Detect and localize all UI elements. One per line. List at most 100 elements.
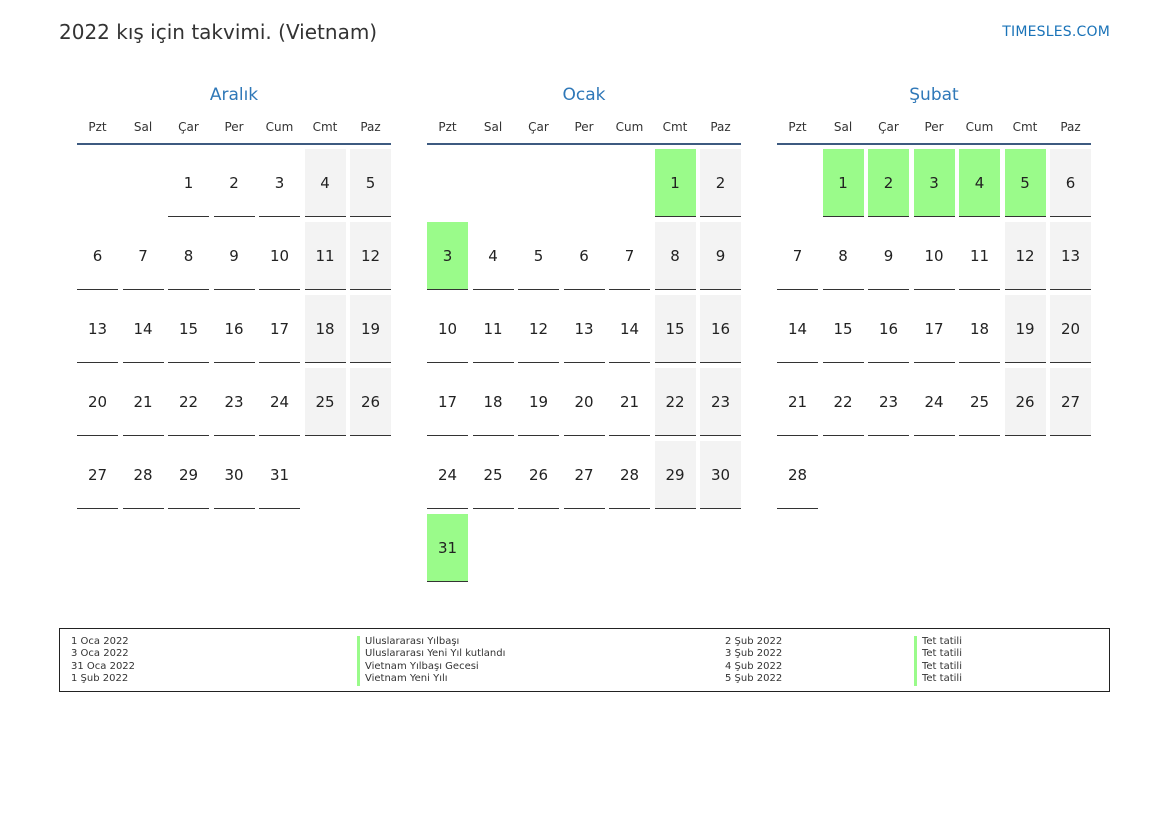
day-cell[interactable]: 8	[654, 222, 696, 290]
day-cell[interactable]: 8	[168, 222, 209, 290]
day-cell[interactable]: 6	[1050, 149, 1091, 217]
day-cell[interactable]: 17	[259, 295, 300, 363]
day-cell[interactable]: 5	[350, 149, 391, 217]
day-cell[interactable]: 18	[304, 295, 346, 363]
day-cell[interactable]: 30	[700, 441, 741, 509]
day-cell[interactable]: 31	[259, 441, 300, 509]
day-cell[interactable]: 13	[563, 295, 605, 363]
month-aralik: Aralık Pzt Sal Çar Per Cum Cmt Paz 1 2 3 4 5 6 7 8 9 10…	[77, 84, 391, 509]
day-cell[interactable]: 20	[1050, 295, 1091, 363]
day-cell[interactable]: 28	[777, 441, 818, 509]
day-cell[interactable]: 7	[777, 222, 818, 290]
day-cell[interactable]: 22	[168, 368, 209, 436]
day-cell[interactable]: 29	[654, 441, 696, 509]
day-cell[interactable]: 10	[427, 295, 468, 363]
day-cell[interactable]: 25	[959, 368, 1000, 436]
day-cell[interactable]: 21	[122, 368, 164, 436]
weekday-label: Cum	[265, 120, 294, 134]
day-cell[interactable]: 11	[959, 222, 1000, 290]
day-cell[interactable]: 29	[168, 441, 209, 509]
day-cell[interactable]: 11	[304, 222, 346, 290]
day-cell[interactable]: 12	[1004, 222, 1046, 290]
day-cell[interactable]: 23	[213, 368, 255, 436]
day-cell[interactable]: 2	[700, 149, 741, 217]
day-cell[interactable]: 26	[1004, 368, 1046, 436]
day-cell[interactable]: 16	[213, 295, 255, 363]
day-cell[interactable]: 24	[427, 441, 468, 509]
day-cell[interactable]: 19	[1004, 295, 1046, 363]
day-cell[interactable]: 21	[609, 368, 650, 436]
day-cell[interactable]: 22	[822, 368, 864, 436]
day-cell[interactable]: 1	[822, 149, 864, 217]
day-cell[interactable]: 26	[350, 368, 391, 436]
legend-date: 1 Şub 2022	[71, 673, 129, 685]
day-cell[interactable]: 1	[168, 149, 209, 217]
day-cell[interactable]: 21	[777, 368, 818, 436]
day-cell[interactable]: 13	[77, 295, 118, 363]
day-cell[interactable]: 3	[427, 222, 468, 290]
brand-link[interactable]: TIMESLES.COM	[1002, 24, 1110, 40]
day-cell[interactable]: 27	[1050, 368, 1091, 436]
day-cell[interactable]: 7	[122, 222, 164, 290]
day-cell[interactable]: 1	[654, 149, 696, 217]
day-cell[interactable]: 23	[868, 368, 909, 436]
day-cell[interactable]: 15	[168, 295, 209, 363]
day-cell[interactable]: 18	[959, 295, 1000, 363]
day-cell[interactable]: 20	[77, 368, 118, 436]
day-cell[interactable]: 6	[77, 222, 118, 290]
day-cell[interactable]: 19	[350, 295, 391, 363]
day-cell[interactable]: 15	[654, 295, 696, 363]
day-cell[interactable]: 17	[427, 368, 468, 436]
weekday-label: Cmt	[1012, 120, 1038, 134]
weekday-label: Çar	[878, 120, 899, 134]
day-cell[interactable]: 4	[959, 149, 1000, 217]
day-cell[interactable]: 30	[213, 441, 255, 509]
day-cell[interactable]: 10	[259, 222, 300, 290]
day-cell[interactable]: 25	[304, 368, 346, 436]
day-cell[interactable]: 15	[822, 295, 864, 363]
day-cell[interactable]: 25	[472, 441, 514, 509]
day-cell[interactable]: 5	[518, 222, 559, 290]
day-cell[interactable]: 6	[563, 222, 605, 290]
day-cell[interactable]: 3	[259, 149, 300, 217]
day-cell[interactable]: 22	[654, 368, 696, 436]
day-cell[interactable]: 18	[472, 368, 514, 436]
day-cell[interactable]: 26	[518, 441, 559, 509]
day-cell[interactable]: 17	[913, 295, 955, 363]
day-cell[interactable]: 11	[472, 295, 514, 363]
weekday-label: Pzt	[788, 120, 807, 134]
day-cell[interactable]: 12	[518, 295, 559, 363]
day-cell[interactable]: 4	[472, 222, 514, 290]
day-cell[interactable]: 16	[868, 295, 909, 363]
day-cell[interactable]: 13	[1050, 222, 1091, 290]
day-cell[interactable]: 24	[259, 368, 300, 436]
day-cell[interactable]: 12	[350, 222, 391, 290]
day-cell[interactable]: 3	[913, 149, 955, 217]
weekday-label: Cmt	[312, 120, 338, 134]
day-cell[interactable]: 2	[213, 149, 255, 217]
day-cell[interactable]: 8	[822, 222, 864, 290]
legend-holiday-name: Vietnam Yeni Yılı	[357, 673, 505, 686]
day-cell[interactable]: 9	[868, 222, 909, 290]
day-cell[interactable]: 20	[563, 368, 605, 436]
day-cell[interactable]: 28	[122, 441, 164, 509]
day-cell[interactable]: 14	[122, 295, 164, 363]
weekday-label: Çar	[178, 120, 199, 134]
day-cell[interactable]: 9	[700, 222, 741, 290]
day-cell[interactable]: 4	[304, 149, 346, 217]
day-cell[interactable]: 23	[700, 368, 741, 436]
day-cell[interactable]: 16	[700, 295, 741, 363]
day-cell[interactable]: 19	[518, 368, 559, 436]
day-cell[interactable]: 14	[777, 295, 818, 363]
day-cell[interactable]: 10	[913, 222, 955, 290]
day-cell[interactable]: 28	[609, 441, 650, 509]
day-cell[interactable]: 7	[609, 222, 650, 290]
day-cell[interactable]: 27	[77, 441, 118, 509]
day-cell[interactable]: 9	[213, 222, 255, 290]
day-cell[interactable]: 24	[913, 368, 955, 436]
day-cell[interactable]: 2	[868, 149, 909, 217]
day-cell[interactable]: 14	[609, 295, 650, 363]
day-cell[interactable]: 31	[427, 514, 468, 582]
day-cell[interactable]: 27	[563, 441, 605, 509]
day-cell[interactable]: 5	[1004, 149, 1046, 217]
